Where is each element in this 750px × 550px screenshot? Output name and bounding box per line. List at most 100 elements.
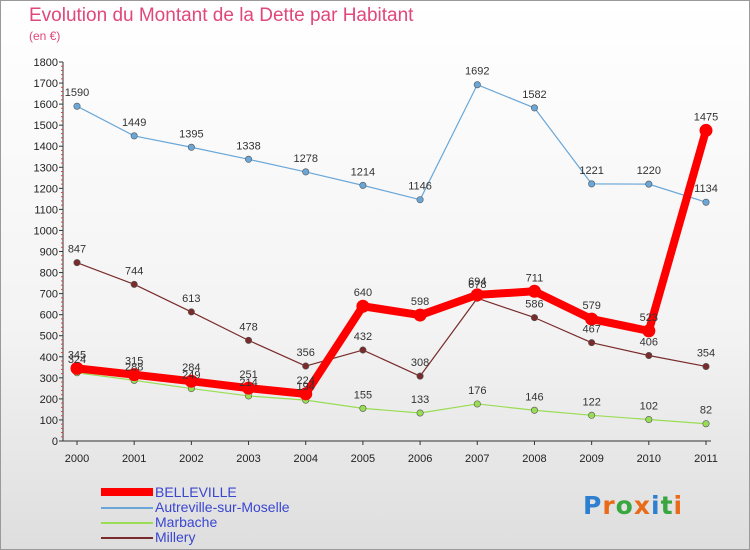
data-point xyxy=(302,362,310,370)
legend-label: Millery xyxy=(155,529,196,545)
data-point xyxy=(702,420,710,428)
y-tick-label: 1300 xyxy=(34,162,58,174)
data-label: 1338 xyxy=(236,140,260,152)
legend-label: BELLEVILLE xyxy=(155,484,237,500)
logo-letter: r xyxy=(602,491,616,520)
y-tick-label: 1500 xyxy=(34,120,58,132)
data-point xyxy=(645,416,653,424)
data-point xyxy=(70,361,84,375)
chart-title: Evolution du Montant de la Dette par Hab… xyxy=(29,5,414,26)
data-point xyxy=(588,411,596,419)
logo-letter: x xyxy=(633,491,651,520)
data-point xyxy=(130,280,138,288)
data-label: 1692 xyxy=(465,66,489,78)
data-point xyxy=(187,143,195,151)
y-tick-label: 100 xyxy=(40,415,58,427)
x-tick-label: 2010 xyxy=(637,453,661,465)
x-tick-label: 2003 xyxy=(236,453,260,465)
data-label: 640 xyxy=(354,287,372,299)
data-label: 1220 xyxy=(637,165,661,177)
data-label: 356 xyxy=(297,347,315,359)
data-label: 354 xyxy=(697,347,715,359)
x-tick-label: 2006 xyxy=(408,453,432,465)
data-label: 224 xyxy=(297,375,315,387)
data-label: 598 xyxy=(411,296,429,308)
data-point xyxy=(73,259,81,267)
data-label: 694 xyxy=(468,276,486,288)
y-tick-label: 900 xyxy=(40,247,58,259)
data-label: 324 xyxy=(68,354,86,366)
data-label: 214 xyxy=(239,377,257,389)
data-point xyxy=(530,104,538,112)
data-label: 249 xyxy=(182,370,200,382)
y-tick-label: 1700 xyxy=(34,78,58,90)
x-tick-label: 2005 xyxy=(351,453,375,465)
data-point xyxy=(527,284,541,298)
x-tick-label: 2001 xyxy=(122,453,146,465)
y-tick-label: 1000 xyxy=(34,225,58,237)
data-point xyxy=(642,324,656,338)
y-tick-label: 800 xyxy=(40,268,58,280)
data-label: 251 xyxy=(239,369,257,381)
data-point xyxy=(530,406,538,414)
y-tick-label: 300 xyxy=(40,373,58,385)
data-label: 176 xyxy=(468,385,486,397)
y-tick-label: 1200 xyxy=(34,183,58,195)
logo-letter: o xyxy=(615,491,634,520)
data-label: 315 xyxy=(125,356,143,368)
series-line-millery xyxy=(76,262,707,377)
data-label: 1590 xyxy=(65,87,89,99)
series-line-autreville-sur-moselle xyxy=(76,84,707,203)
data-point xyxy=(302,168,310,176)
data-point xyxy=(645,180,653,188)
data-point xyxy=(356,299,370,313)
chart-subtitle: (en €) xyxy=(29,29,61,43)
data-point xyxy=(359,346,367,354)
data-point xyxy=(702,198,710,206)
logo-letter: i xyxy=(673,491,684,520)
y-tick-label: 200 xyxy=(40,394,58,406)
data-label: 847 xyxy=(68,244,86,256)
data-label: 1395 xyxy=(179,128,203,140)
data-label: 194 xyxy=(297,381,315,393)
data-label: 284 xyxy=(182,362,200,374)
data-point xyxy=(470,288,484,302)
data-point xyxy=(184,374,198,388)
data-label: 1146 xyxy=(408,181,432,193)
line-chart: 0 100 200 300 400 500 600 700 800 900 1000 1100 1200… xyxy=(34,57,719,465)
data-label: 102 xyxy=(640,401,658,413)
data-label: 1134 xyxy=(694,183,718,195)
data-label: 586 xyxy=(525,299,543,311)
x-tick-label: 2002 xyxy=(179,453,203,465)
legend-swatch xyxy=(101,507,153,509)
data-point xyxy=(645,352,653,360)
data-label: 82 xyxy=(700,405,712,417)
data-label: 1449 xyxy=(122,117,146,129)
data-point xyxy=(588,180,596,188)
data-label: 523 xyxy=(640,312,658,324)
y-tick-label: 400 xyxy=(40,352,58,364)
data-label: 122 xyxy=(582,396,600,408)
x-tick-label: 2011 xyxy=(694,453,718,465)
y-tick-label: 600 xyxy=(40,310,58,322)
data-label: 744 xyxy=(125,265,143,277)
data-point xyxy=(585,312,599,326)
data-label: 579 xyxy=(582,300,600,312)
data-point xyxy=(416,196,424,204)
x-tick-label: 2000 xyxy=(65,453,89,465)
data-point xyxy=(473,400,481,408)
data-label: 613 xyxy=(182,293,200,305)
series-line-belleville xyxy=(76,129,710,398)
data-label: 1214 xyxy=(351,166,375,178)
logo-letter: P xyxy=(583,491,603,520)
data-label: 1278 xyxy=(293,153,317,165)
data-label: 308 xyxy=(411,357,429,369)
legend-swatch xyxy=(101,537,153,539)
data-point xyxy=(702,362,710,370)
logo-letter: i xyxy=(651,491,661,520)
data-label: 133 xyxy=(411,394,429,406)
data-point xyxy=(187,308,195,316)
x-tick-label: 2008 xyxy=(522,453,546,465)
y-tick-label: 1600 xyxy=(34,99,58,111)
data-label: 345 xyxy=(68,349,86,361)
